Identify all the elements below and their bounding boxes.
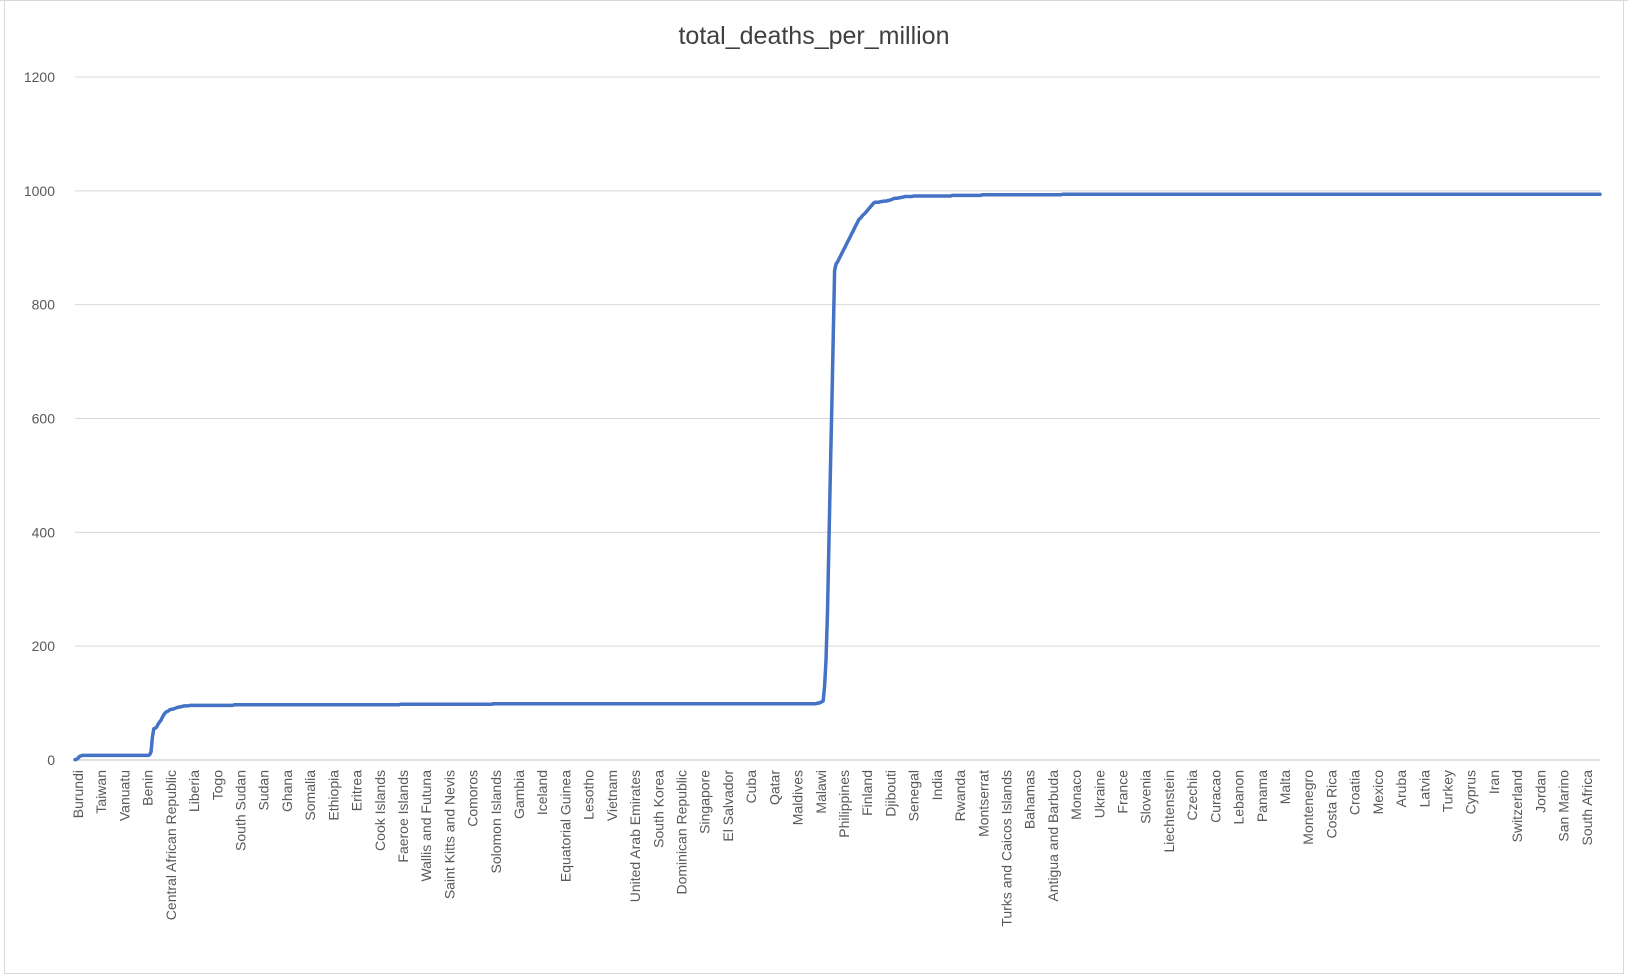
x-tick-label: Singapore: [697, 770, 713, 834]
x-tick-label: Equatorial Guinea: [557, 770, 573, 882]
x-tick-label: South Africa: [1579, 770, 1595, 846]
x-tick-label: Costa Rica: [1323, 770, 1339, 839]
x-tick-label: Qatar: [766, 770, 782, 805]
x-tick-label: Djibouti: [882, 770, 898, 817]
x-tick-label: Switzerland: [1509, 770, 1525, 842]
x-tick-label: Monaco: [1068, 770, 1084, 820]
x-tick-label: Liechtenstein: [1161, 770, 1177, 853]
x-tick-label: Somalia: [302, 770, 318, 821]
x-tick-label: Saint Kitts and Nevis: [441, 770, 457, 899]
series-group: [73, 192, 1602, 762]
x-tick-label: Dominican Republic: [674, 770, 690, 895]
x-tick-label: El Salvador: [720, 770, 736, 842]
x-tick-label: Cyprus: [1463, 770, 1479, 814]
sheet-bottom-border: [4, 973, 1624, 974]
x-tick-label: Bahamas: [1022, 770, 1038, 829]
x-tick-label: Philippines: [836, 770, 852, 838]
y-axis: 0 200 400 600 800 1000 1200: [24, 69, 55, 768]
x-tick-label: Croatia: [1347, 770, 1363, 815]
series-line: [73, 192, 1602, 762]
x-tick-label: India: [929, 770, 945, 801]
y-tick-label: 1200: [24, 69, 55, 85]
y-tick-label: 800: [32, 297, 56, 313]
y-tick-label: 200: [32, 638, 56, 654]
x-tick-label: Taiwan: [93, 770, 109, 814]
x-tick-label: Ukraine: [1091, 770, 1107, 818]
gridlines: [75, 76, 1600, 761]
x-tick-label: Aruba: [1393, 770, 1409, 808]
x-tick-label: Gambia: [511, 770, 527, 819]
x-tick-label: Vietnam: [604, 770, 620, 821]
x-tick-label: Sudan: [256, 770, 272, 810]
x-tick-label: Vanuatu: [116, 770, 132, 821]
x-tick-label: Montenegro: [1300, 770, 1316, 845]
x-tick-label: Lesotho: [581, 770, 597, 820]
x-tick-label: Ghana: [279, 770, 295, 812]
sheet-right-border: [1623, 0, 1624, 974]
x-tick-label: Malawi: [813, 770, 829, 814]
x-tick-label: Ethiopia: [325, 770, 341, 821]
x-tick-label: Solomon Islands: [488, 770, 504, 874]
y-tick-label: 0: [47, 752, 55, 768]
x-tick-label: Antigua and Barbuda: [1045, 770, 1061, 902]
x-tick-label: Faeroe Islands: [395, 770, 411, 863]
y-tick-label: 400: [32, 524, 56, 540]
x-tick-label: Malta: [1277, 770, 1293, 804]
x-tick-label: Mexico: [1370, 770, 1386, 815]
x-tick-label: Rwanda: [952, 770, 968, 822]
x-axis: Burundi Taiwan Vanuatu Benin Central African…: [70, 770, 1595, 927]
y-tick-label: 1000: [24, 183, 55, 199]
sheet-left-border: [4, 0, 5, 974]
x-tick-label: South Korea: [650, 770, 666, 848]
x-tick-label: Benin: [140, 770, 156, 806]
x-tick-label: Iran: [1486, 770, 1502, 794]
x-tick-label: Cook Islands: [372, 770, 388, 851]
x-tick-label: Togo: [209, 770, 225, 801]
x-tick-label: Liberia: [186, 770, 202, 812]
x-tick-label: United Arab Emirates: [627, 770, 643, 902]
x-tick-label: Slovenia: [1138, 770, 1154, 824]
x-tick-label: Central African Republic: [163, 770, 179, 920]
x-tick-label: Maldives: [790, 770, 806, 825]
x-tick-label: Turks and Caicos Islands: [999, 770, 1015, 927]
x-tick-label: Czechia: [1184, 770, 1200, 821]
x-tick-label: Finland: [859, 770, 875, 816]
x-tick-label: Comoros: [465, 770, 481, 827]
line-chart: total_deaths_per_million 0 200 400 600 800 10…: [24, 22, 1602, 927]
x-tick-label: Burundi: [70, 770, 86, 818]
x-tick-label: Wallis and Futuna: [418, 770, 434, 882]
x-tick-label: Jordan: [1532, 770, 1548, 813]
x-tick-label: South Sudan: [233, 770, 249, 851]
x-tick-label: Curacao: [1207, 770, 1223, 823]
x-tick-label: Montserrat: [975, 770, 991, 837]
chart-container[interactable]: total_deaths_per_million 0 200 400 600 800 10…: [4, 0, 1624, 974]
x-tick-label: Cuba: [743, 770, 759, 804]
x-tick-label: Eritrea: [349, 770, 365, 811]
x-tick-label: Lebanon: [1231, 770, 1247, 825]
x-tick-label: France: [1115, 770, 1131, 814]
x-tick-label: Senegal: [906, 770, 922, 821]
x-tick-label: San Marino: [1556, 770, 1572, 842]
y-tick-label: 600: [32, 411, 56, 427]
x-tick-label: Latvia: [1416, 770, 1432, 808]
chart-title: total_deaths_per_million: [678, 22, 949, 50]
x-tick-label: Iceland: [534, 770, 550, 815]
sheet-top-border: [0, 0, 1628, 1]
x-tick-label: Panama: [1254, 770, 1270, 822]
x-tick-label: Turkey: [1440, 770, 1456, 812]
